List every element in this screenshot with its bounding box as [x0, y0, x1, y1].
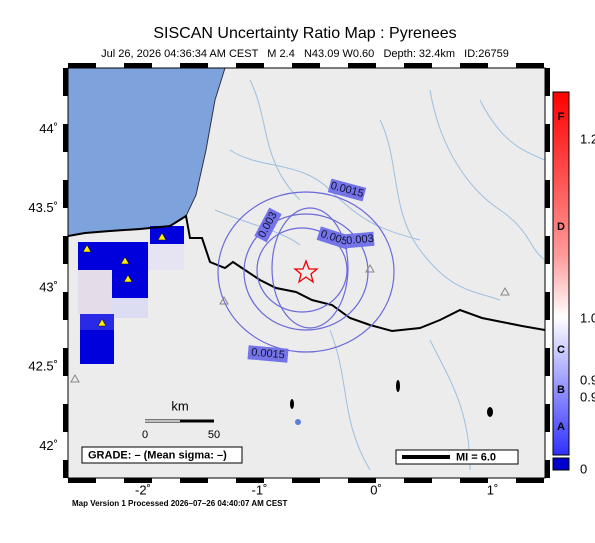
colorbar-value: 0.9	[580, 389, 595, 404]
footer: Map Version 1 Processed 2026–07–26 04:40…	[72, 499, 287, 508]
border	[68, 214, 545, 333]
lon-label: -1˚	[252, 482, 268, 497]
lon-label: -2˚	[135, 482, 151, 497]
frame	[63, 63, 550, 483]
colorbar-value: 0.9	[580, 372, 595, 387]
lat-label: 43.5˚	[28, 200, 58, 215]
grade-letter: C	[557, 344, 565, 356]
stations	[70, 232, 510, 383]
mi-box	[395, 449, 519, 465]
colorbar: F D C B A 1.2 1.0 0.9 0.9 0	[552, 91, 595, 476]
lon-label: 1˚	[487, 482, 499, 497]
lat-label: 43˚	[39, 279, 58, 294]
lakes	[290, 380, 493, 425]
epicenter	[293, 259, 319, 284]
grid-cells	[78, 226, 184, 364]
colorbar-value: 1.0	[580, 310, 595, 325]
contour-label: 0.003	[346, 233, 374, 247]
mi-legend: MI = 6.0	[456, 451, 496, 463]
grade-letter: B	[557, 384, 565, 396]
grade-letter: A	[557, 421, 565, 433]
scale-unit: km	[171, 398, 188, 413]
scale-label: 0	[142, 429, 148, 441]
contour-labels: 0.0015 0.003 0.005 0.003 0.0015	[247, 178, 375, 363]
scale-bar: km 0 50	[142, 398, 220, 440]
contour-label: 0.0015	[251, 346, 286, 361]
grade: GRADE: – (Mean sigma: –)	[88, 449, 227, 461]
axis-labels: 44˚ 43.5˚ 43˚ 42.5˚ 42˚ -2˚ -1˚ 0˚ 1˚	[28, 121, 498, 498]
grade-box	[81, 446, 243, 464]
scale-label: 50	[208, 429, 220, 441]
lat-label: 42.5˚	[28, 359, 58, 374]
lon-label: 0˚	[370, 482, 382, 497]
subtitle: Jul 26, 2026 04:36:34 AM CEST M 2.4 N43.…	[101, 48, 509, 60]
lat-label: 44˚	[39, 121, 58, 136]
lat-label: 42˚	[39, 438, 58, 453]
colorbar-value: 0	[580, 461, 587, 476]
colorbar-value: 1.2	[580, 131, 595, 146]
title: SISCAN Uncertainty Ratio Map : Pyrenees	[153, 25, 456, 42]
map-area: 0.0015 0.003 0.005 0.003 0.0015	[68, 68, 545, 478]
grade-letter: D	[557, 221, 565, 233]
grade-letter: F	[558, 111, 565, 123]
